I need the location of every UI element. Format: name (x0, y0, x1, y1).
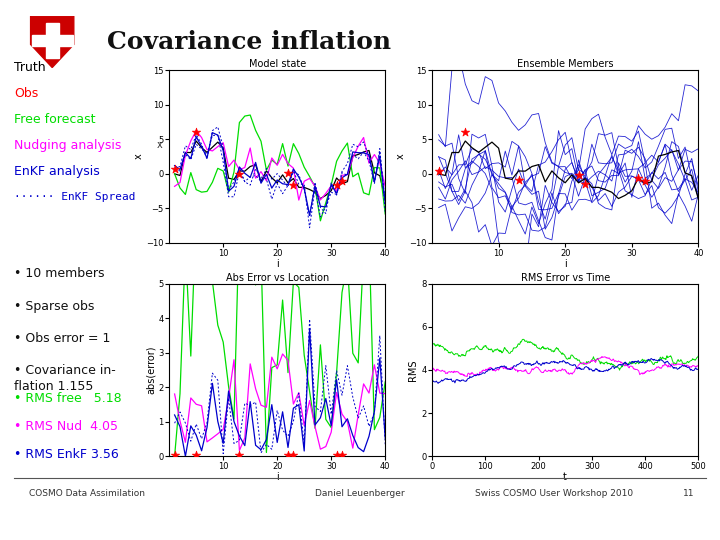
Point (233, 170, 245, 178)
Text: 11: 11 (683, 489, 695, 498)
X-axis label: i: i (564, 259, 567, 269)
Text: • RMS free   5.18: • RMS free 5.18 (14, 392, 122, 404)
Text: COSMO Data Assimilation: COSMO Data Assimilation (29, 489, 145, 498)
Point (287, 180, 300, 189)
Text: Free forecast: Free forecast (14, 113, 96, 126)
Point (433, 167, 444, 176)
Title: Ensemble Members: Ensemble Members (517, 59, 613, 70)
Text: Nudging analysis: Nudging analysis (14, 139, 122, 152)
Text: EnKF analysis: EnKF analysis (14, 165, 100, 178)
Y-axis label: RMS: RMS (408, 359, 418, 381)
Text: ······ EnKF Spread: ······ EnKF Spread (14, 192, 136, 202)
Point (336, 450, 348, 459)
Point (330, 450, 342, 459)
Text: x: x (157, 140, 163, 150)
Title: RMS Error vs Time: RMS Error vs Time (521, 273, 610, 283)
Text: • Sparse obs: • Sparse obs (14, 300, 95, 313)
Text: • RMS Nud  4.05: • RMS Nud 4.05 (14, 420, 118, 433)
Point (190, 450, 202, 459)
X-axis label: i: i (276, 472, 279, 482)
Point (168, 450, 180, 459)
Point (513, 176, 524, 184)
Text: • Covariance in-
flation 1.155: • Covariance in- flation 1.155 (14, 364, 116, 393)
Bar (46, 23, 59, 58)
Polygon shape (30, 16, 74, 68)
Point (633, 174, 644, 183)
Point (168, 165, 180, 173)
Point (330, 180, 342, 189)
Text: Swiss COSMO User Workshop 2010: Swiss COSMO User Workshop 2010 (475, 489, 634, 498)
Point (639, 177, 651, 185)
Y-axis label: abs(error): abs(error) (145, 346, 156, 394)
Title: Model state: Model state (248, 59, 306, 70)
Bar (32, 35, 73, 46)
Point (573, 170, 585, 179)
X-axis label: t: t (563, 472, 567, 482)
Title: Abs Error vs Location: Abs Error vs Location (225, 273, 329, 283)
X-axis label: i: i (276, 259, 279, 269)
Point (580, 179, 591, 188)
Text: • 10 members: • 10 members (14, 267, 105, 280)
Text: • Obs error = 1: • Obs error = 1 (14, 332, 111, 345)
Text: Truth: Truth (14, 61, 46, 74)
Point (282, 168, 294, 177)
Point (459, 128, 471, 137)
Y-axis label: x: x (396, 154, 406, 159)
Point (190, 127, 202, 136)
Text: • RMS EnkF 3.56: • RMS EnkF 3.56 (14, 448, 119, 461)
Point (336, 177, 348, 185)
Point (287, 450, 300, 459)
Text: Covariance inflation: Covariance inflation (107, 30, 391, 53)
Point (233, 450, 245, 459)
Text: Daniel Leuenberger: Daniel Leuenberger (315, 489, 405, 498)
Point (282, 450, 294, 459)
Y-axis label: x: x (133, 154, 143, 159)
Text: Obs: Obs (14, 87, 39, 100)
